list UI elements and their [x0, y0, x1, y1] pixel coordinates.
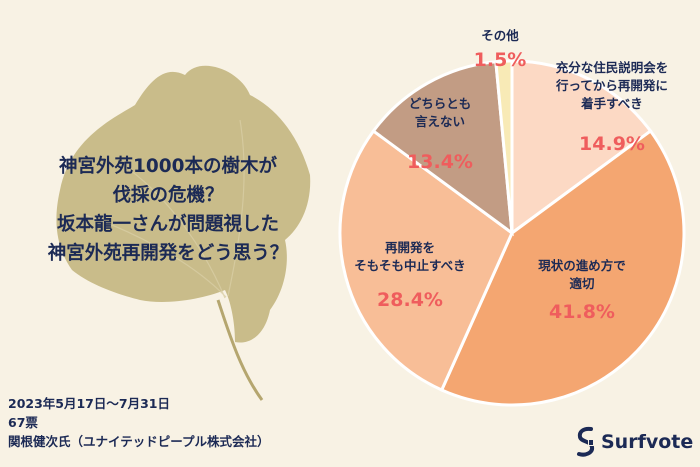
slice-label: 再開発を	[385, 240, 435, 255]
logo-text: Surfvote	[601, 431, 694, 453]
slice-label: その他	[481, 28, 519, 43]
slice-value-label: 41.8%	[549, 301, 615, 323]
ginkgo-leaf-decoration	[56, 65, 311, 401]
slice-label: どちらとも	[409, 96, 472, 111]
slice-label: 充分な住民説明会を	[556, 60, 669, 75]
pie-slice	[510, 59, 653, 236]
survey-period: 2023年5月17日〜7月31日	[8, 396, 170, 411]
surfvote-logo-icon	[577, 426, 595, 457]
pie-slice	[494, 59, 514, 234]
title-line: 神宮外苑1000本の樹木が	[59, 156, 277, 177]
pie-chart	[338, 59, 686, 407]
slice-value-label: 13.4%	[407, 151, 473, 173]
chart-title: 神宮外苑1000本の樹木が 伐採の危機？ 坂本龍一さんが問題視した 神宮外苑再開…	[8, 152, 328, 268]
title-line: 坂本龍一さんが問題視した	[56, 214, 279, 235]
slice-value-label: 1.5%	[474, 49, 527, 71]
author-credit: 関根健次氏（ユナイテッドピープル株式会社）	[8, 434, 270, 449]
footer-info: 2023年5月17日〜7月31日 67票 関根健次氏（ユナイテッドピープル株式会…	[8, 394, 270, 451]
pie-slice	[338, 128, 514, 392]
slice-value-label: 28.4%	[377, 289, 443, 311]
surfvote-logo: Surfvote	[575, 426, 693, 458]
pie-slice	[371, 60, 514, 237]
title-line: 神宮外苑再開発をどう思う？	[47, 243, 289, 264]
slice-value-label: 14.9%	[579, 133, 645, 155]
pie-slice	[439, 128, 686, 407]
vote-count: 67票	[8, 415, 38, 430]
slice-label: 言えない	[415, 114, 465, 129]
slice-label: 適切	[569, 276, 594, 291]
slice-label: 着手すべき	[580, 96, 643, 111]
slice-label: そもそも中止すべき	[354, 258, 465, 273]
slice-label: 現状の進め方で	[538, 258, 626, 273]
slice-label: 行ってから再開発に	[555, 78, 668, 93]
title-line: 伐採の危機？	[112, 185, 224, 206]
